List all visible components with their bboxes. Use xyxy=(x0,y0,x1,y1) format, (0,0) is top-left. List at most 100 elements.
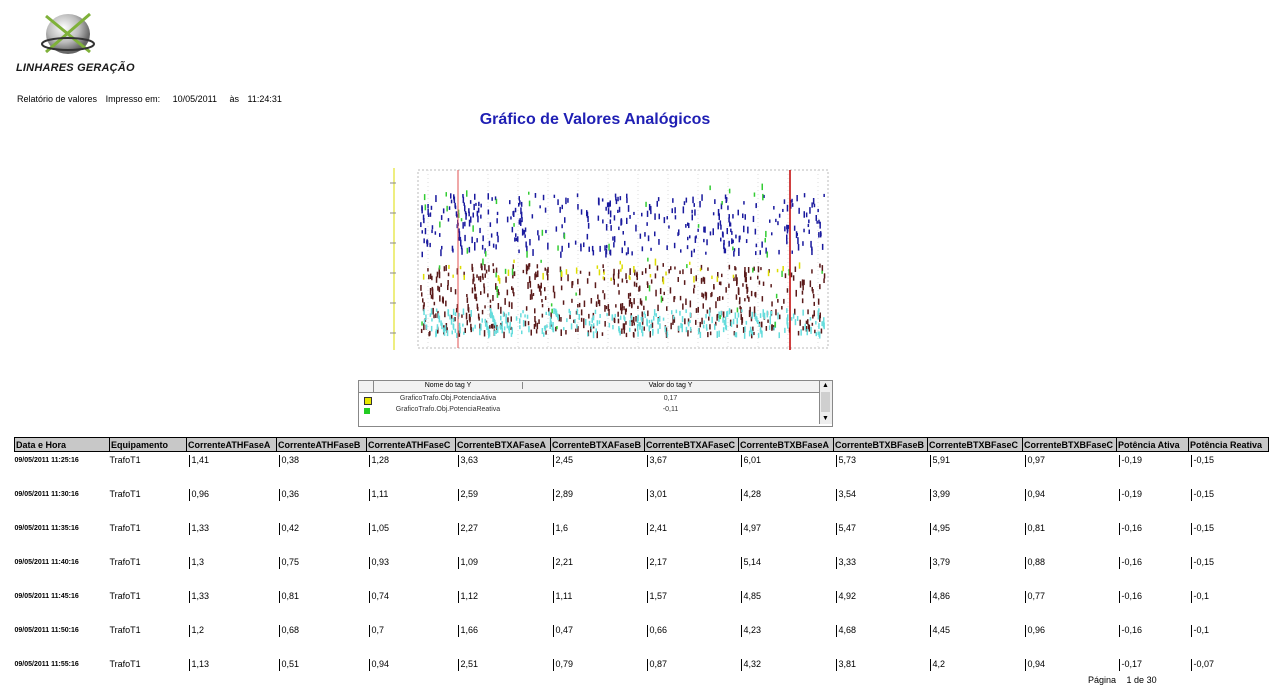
data-point xyxy=(510,332,513,337)
data-point xyxy=(427,204,429,209)
cell-value: 3,81 xyxy=(834,656,928,690)
data-point xyxy=(565,197,567,205)
data-point xyxy=(659,288,662,295)
data-point xyxy=(615,304,617,308)
data-point xyxy=(476,303,479,309)
cell-value: 2,59 xyxy=(456,486,551,520)
data-point xyxy=(735,274,737,282)
data-point xyxy=(461,314,463,318)
data-point xyxy=(477,306,479,311)
data-point xyxy=(476,238,478,243)
cell-value-text: 0,97 xyxy=(1024,455,1045,467)
data-point xyxy=(442,298,444,302)
cell-value: -0,07 xyxy=(1189,656,1269,690)
data-point xyxy=(758,323,761,327)
data-point xyxy=(749,326,752,333)
data-point xyxy=(504,268,507,274)
cell-value-text: 1,12 xyxy=(457,591,478,603)
data-point xyxy=(716,314,718,321)
data-point xyxy=(599,245,601,252)
cell-value: 0,38 xyxy=(277,452,367,487)
cell-value: -0,15 xyxy=(1189,452,1269,487)
data-point xyxy=(711,316,713,324)
data-point xyxy=(658,213,660,220)
scroll-up-icon[interactable]: ▲ xyxy=(822,382,829,389)
data-point xyxy=(464,327,466,334)
cell-value-text: 2,41 xyxy=(646,523,667,535)
table-row: 09/05/2011 11:30:16 TrafoT1 0,96 0,36 1,11 2,… xyxy=(15,486,1269,520)
scroll-thumb[interactable] xyxy=(821,392,830,412)
data-point xyxy=(823,317,825,324)
data-point xyxy=(487,327,489,334)
data-point xyxy=(429,273,432,280)
cell-value: 2,41 xyxy=(645,520,739,554)
data-point xyxy=(717,222,719,230)
data-point xyxy=(501,321,503,328)
data-point xyxy=(456,332,458,339)
data-point xyxy=(487,209,490,215)
data-point xyxy=(525,264,528,271)
cell-value-text: 1,28 xyxy=(368,455,389,467)
data-point xyxy=(459,265,462,270)
data-point xyxy=(538,319,540,325)
data-point xyxy=(759,313,762,318)
legend-scrollbar[interactable]: ▲ ▼ xyxy=(819,381,832,424)
cell-equipment: TrafoT1 xyxy=(109,659,141,669)
data-point xyxy=(777,299,779,303)
data-point xyxy=(489,311,492,319)
data-point xyxy=(492,295,494,301)
data-point xyxy=(771,301,773,307)
cell-value-text: 1,09 xyxy=(457,557,478,569)
data-point xyxy=(612,236,614,241)
data-point xyxy=(602,264,604,269)
data-point xyxy=(795,289,797,297)
data-point xyxy=(662,317,665,321)
legend-row[interactable]: GraficoTrafo.Obj.PotenciaAtiva 0,17 xyxy=(359,395,819,406)
data-point xyxy=(796,195,798,202)
data-point xyxy=(495,244,497,250)
data-point xyxy=(490,323,493,329)
data-point xyxy=(495,330,497,334)
data-point xyxy=(625,332,628,338)
data-point xyxy=(519,218,521,223)
data-point xyxy=(731,238,733,245)
cell-value-text: 4,45 xyxy=(929,625,950,637)
data-point xyxy=(647,235,650,242)
legend-row[interactable]: GraficoTrafo.Obj.PotenciaReativa -0,11 xyxy=(359,406,819,417)
data-point xyxy=(484,273,486,278)
data-point xyxy=(735,294,738,300)
table-row: 09/05/2011 11:50:16 TrafoT1 1,2 0,68 0,7 1,66… xyxy=(15,622,1269,656)
data-point xyxy=(462,323,464,327)
data-point xyxy=(519,200,521,205)
data-point xyxy=(707,332,709,338)
data-point xyxy=(545,311,547,315)
data-point xyxy=(775,293,778,299)
data-point xyxy=(542,194,545,201)
data-point xyxy=(693,203,695,207)
data-point xyxy=(605,206,607,211)
data-point xyxy=(752,267,754,273)
data-point xyxy=(736,324,738,328)
data-point xyxy=(452,317,455,323)
cell-equipment: TrafoT1 xyxy=(109,455,141,465)
data-point xyxy=(567,198,569,203)
legend-swatch xyxy=(364,408,370,414)
data-point xyxy=(733,331,736,336)
scroll-down-icon[interactable]: ▼ xyxy=(822,415,829,422)
data-point xyxy=(704,226,706,233)
cell-value-text: 6,01 xyxy=(740,455,761,467)
data-point xyxy=(662,277,665,285)
data-point xyxy=(745,276,747,283)
data-point xyxy=(442,327,445,333)
data-point xyxy=(723,243,725,250)
data-point xyxy=(812,314,814,319)
data-point xyxy=(705,292,708,299)
data-point xyxy=(666,331,669,338)
data-point xyxy=(568,242,570,248)
data-point xyxy=(643,311,646,315)
data-point xyxy=(751,331,754,336)
data-point xyxy=(587,222,590,229)
data-point xyxy=(432,307,434,315)
data-point xyxy=(637,316,639,322)
cell-value-text: 0,81 xyxy=(1024,523,1045,535)
